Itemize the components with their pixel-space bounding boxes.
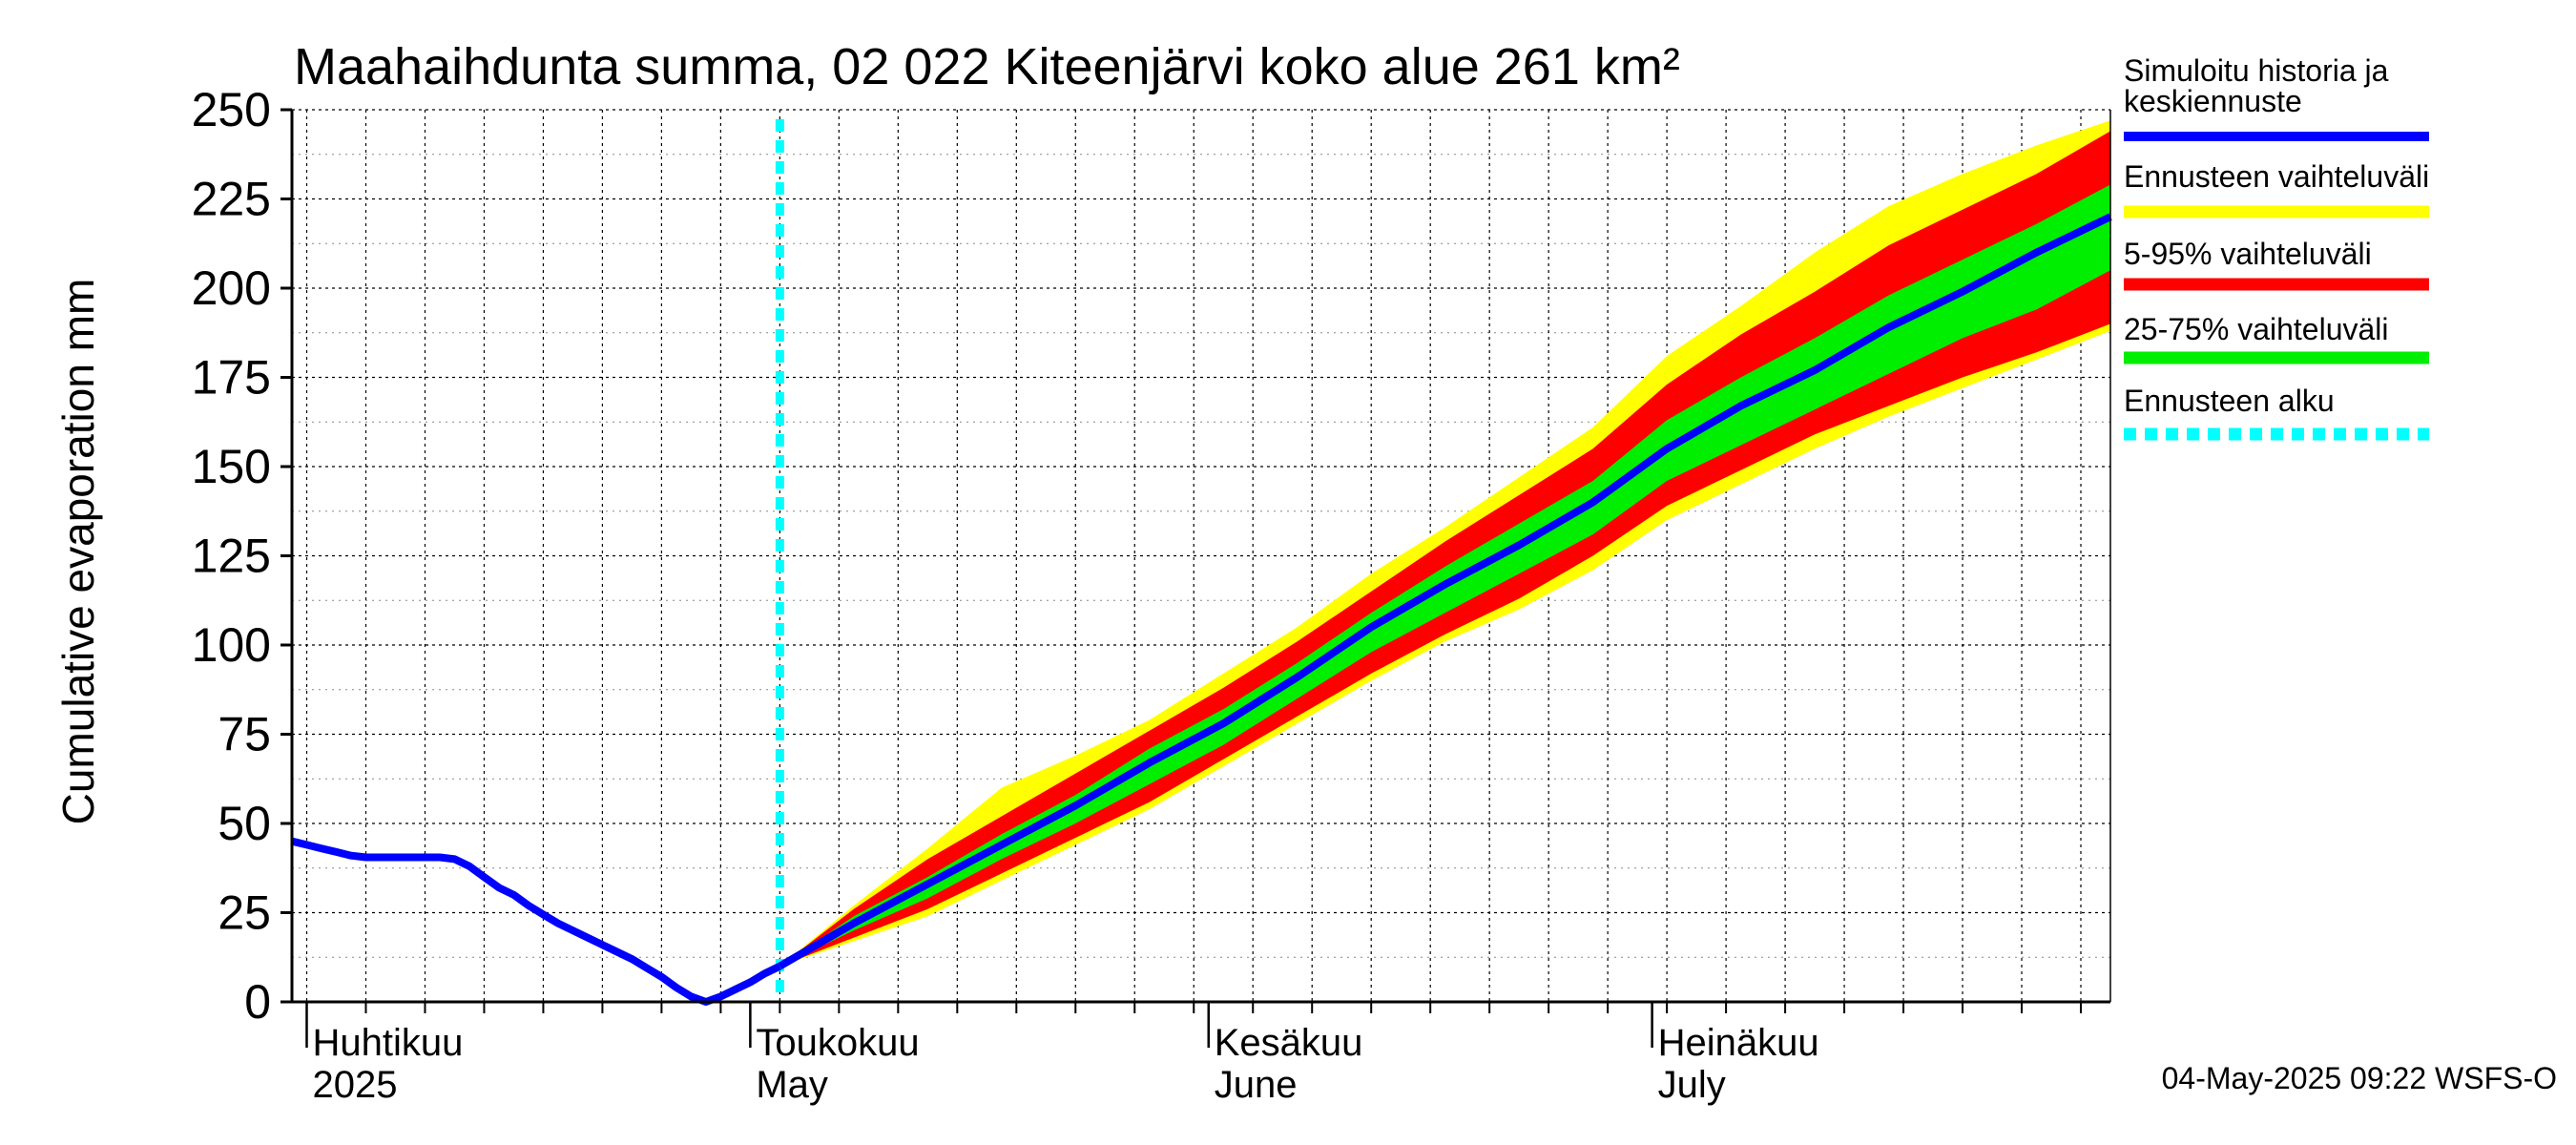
legend-label: Ennusteen alku (2124, 384, 2335, 418)
legend-label: 5-95% vaihteluväli (2124, 237, 2372, 271)
y-tick-label: 25 (218, 886, 271, 940)
month-label-fi: Huhtikuu (312, 1022, 463, 1064)
y-tick-label: 75 (218, 708, 271, 761)
y-tick-label: 100 (192, 618, 271, 672)
history-line (291, 837, 782, 1006)
forecast-bands (779, 120, 2110, 967)
y-tick-label: 50 (218, 797, 271, 850)
p25-75-band (779, 184, 2110, 967)
grid (292, 109, 2110, 1003)
y-tick-label: 250 (192, 83, 271, 136)
series-lines (291, 119, 2112, 1006)
legend-label: Ennusteen vaihteluväli (2124, 159, 2429, 194)
legend-label: keskiennuste (2124, 84, 2302, 118)
month-label-fi: Toukokuu (756, 1022, 919, 1064)
y-axis-label: Cumulative evaporation mm (53, 279, 103, 825)
chart-title: Maahaihdunta summa, 02 022 Kiteenjärvi k… (294, 38, 1680, 95)
median-forecast-line (778, 213, 2112, 970)
legend-label: Simuloitu historia ja (2124, 53, 2389, 88)
month-label-en: June (1215, 1064, 1298, 1106)
legend-label: 25-75% vaihteluväli (2124, 312, 2389, 346)
p5-95-band (779, 131, 2110, 967)
y-tick-label: 225 (192, 173, 271, 226)
y-tick-label: 200 (192, 261, 271, 315)
timestamp-footer: 04-May-2025 09:22 WSFS-O (2162, 1061, 2557, 1095)
y-tick-label: 0 (244, 975, 271, 1029)
month-label-en: July (1658, 1064, 1726, 1106)
month-label-fi: Kesäkuu (1215, 1022, 1363, 1064)
month-label-en: May (756, 1064, 828, 1106)
month-label-en: 2025 (312, 1064, 397, 1106)
month-label-fi: Heinäkuu (1658, 1022, 1819, 1064)
axes: 0 25 50 75 100 125 150 175 200 225 250 Huhtikuu2025… (192, 83, 2111, 1106)
y-tick-label: 150 (192, 440, 271, 493)
y-tick-label: 125 (192, 530, 271, 583)
y-tick-label: 175 (192, 351, 271, 405)
